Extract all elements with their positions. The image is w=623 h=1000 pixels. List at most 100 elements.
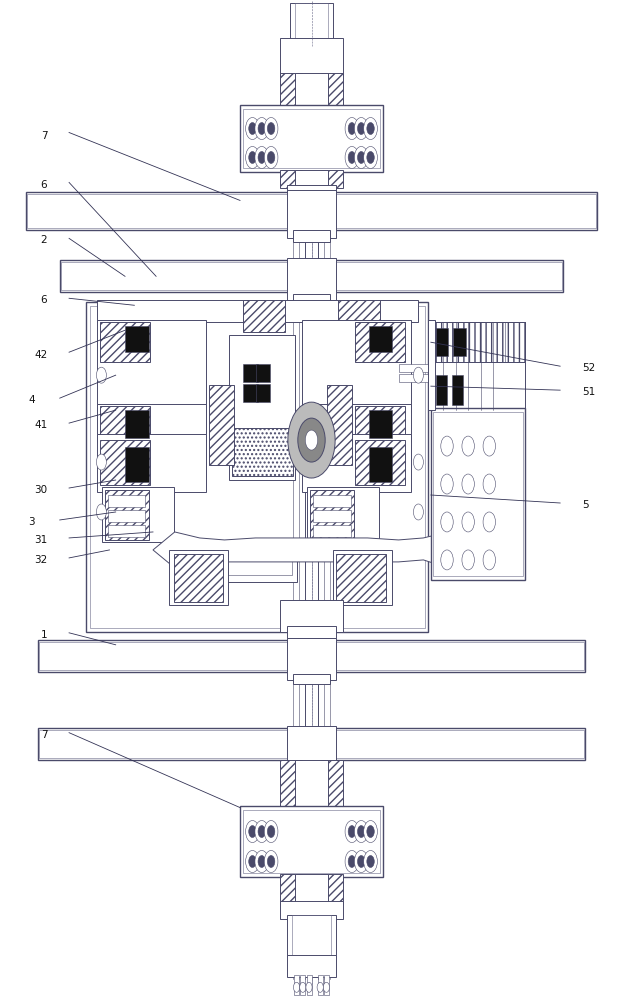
Circle shape	[358, 123, 365, 135]
Bar	[280, 760, 302, 810]
Bar	[97, 404, 206, 442]
Bar	[280, 901, 343, 919]
Circle shape	[441, 550, 453, 570]
Circle shape	[354, 851, 368, 872]
Bar	[287, 638, 336, 680]
Bar	[209, 385, 234, 465]
Bar	[125, 410, 149, 438]
Bar	[100, 440, 150, 485]
Bar	[307, 975, 312, 995]
Circle shape	[267, 826, 275, 838]
Text: 1: 1	[40, 630, 47, 640]
Circle shape	[293, 982, 300, 992]
Bar	[295, 3, 328, 41]
Circle shape	[367, 123, 374, 135]
Bar	[431, 322, 525, 362]
Circle shape	[249, 856, 256, 867]
Bar	[429, 320, 435, 410]
Bar	[434, 412, 523, 576]
Circle shape	[483, 436, 495, 456]
Circle shape	[441, 512, 453, 532]
Circle shape	[317, 982, 323, 992]
Text: 41: 41	[34, 420, 47, 430]
Bar	[313, 525, 351, 537]
Bar	[313, 495, 351, 507]
Bar	[243, 109, 380, 168]
Circle shape	[345, 851, 359, 872]
Circle shape	[97, 454, 107, 470]
Circle shape	[364, 851, 378, 872]
Bar	[336, 554, 386, 602]
Text: 30: 30	[34, 485, 47, 495]
Circle shape	[358, 151, 365, 163]
Circle shape	[267, 151, 275, 163]
Circle shape	[441, 436, 453, 456]
Bar	[399, 364, 433, 372]
Circle shape	[414, 367, 424, 383]
Bar	[300, 975, 305, 995]
Bar	[287, 955, 336, 977]
Circle shape	[462, 550, 474, 570]
Circle shape	[245, 146, 259, 168]
Circle shape	[483, 474, 495, 494]
Bar	[436, 375, 447, 405]
Bar	[38, 640, 585, 672]
Bar	[293, 294, 330, 304]
Text: 2: 2	[40, 235, 47, 245]
Bar	[338, 300, 380, 332]
Circle shape	[255, 821, 269, 843]
Bar	[321, 170, 343, 188]
Circle shape	[348, 856, 356, 867]
Bar	[369, 447, 392, 482]
Bar	[60, 260, 563, 292]
Circle shape	[441, 474, 453, 494]
Bar	[324, 975, 329, 995]
Bar	[39, 730, 584, 758]
Circle shape	[364, 821, 378, 843]
Circle shape	[264, 146, 278, 168]
Bar	[295, 170, 328, 188]
Bar	[97, 300, 418, 322]
Circle shape	[298, 418, 325, 462]
Text: 4: 4	[28, 395, 35, 405]
Circle shape	[323, 982, 330, 992]
Text: 3: 3	[28, 517, 35, 527]
Circle shape	[300, 982, 306, 992]
Circle shape	[414, 454, 424, 470]
Bar	[307, 487, 379, 542]
Bar	[255, 364, 270, 382]
Bar	[243, 300, 285, 332]
Bar	[125, 447, 149, 482]
Bar	[38, 728, 585, 760]
Circle shape	[249, 826, 256, 838]
Circle shape	[255, 146, 269, 168]
Circle shape	[462, 474, 474, 494]
Polygon shape	[153, 532, 470, 568]
Circle shape	[414, 504, 424, 520]
Text: 7: 7	[40, 730, 47, 740]
Circle shape	[367, 826, 374, 838]
Bar	[287, 190, 336, 238]
Bar	[355, 440, 405, 485]
Bar	[295, 874, 328, 904]
Bar	[27, 194, 596, 228]
Circle shape	[288, 402, 335, 478]
Bar	[310, 490, 354, 540]
Circle shape	[354, 118, 368, 140]
Circle shape	[245, 118, 259, 140]
Bar	[293, 230, 330, 242]
Circle shape	[255, 851, 269, 872]
Text: 6: 6	[40, 180, 47, 190]
Circle shape	[348, 151, 356, 163]
Circle shape	[97, 504, 107, 520]
Bar	[290, 3, 333, 41]
Circle shape	[462, 512, 474, 532]
Bar	[211, 542, 297, 582]
Circle shape	[483, 550, 495, 570]
Bar	[102, 487, 173, 542]
Circle shape	[264, 821, 278, 843]
Bar	[243, 364, 258, 382]
Bar	[321, 73, 343, 109]
Circle shape	[249, 123, 256, 135]
Circle shape	[245, 821, 259, 843]
